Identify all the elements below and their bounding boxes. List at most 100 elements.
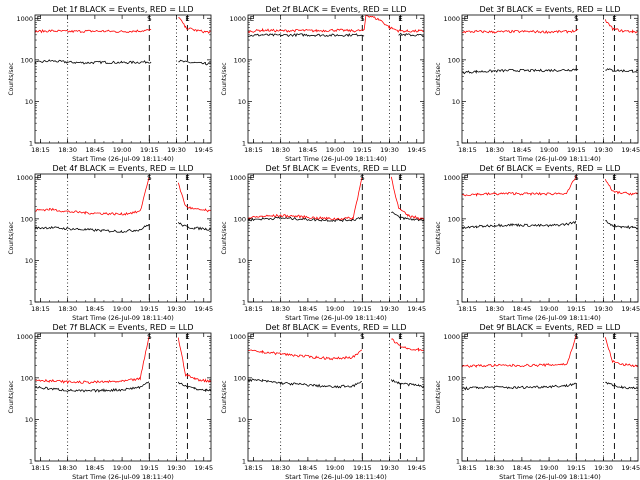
x-tick-label: 18:45 <box>86 305 105 313</box>
x-tick-label: 19:30 <box>167 305 186 313</box>
panel-title: Det 7f BLACK = Events, RED = LLD <box>52 323 193 332</box>
plot-frame <box>461 173 639 303</box>
lld-series-line <box>247 14 425 34</box>
lld-series-line <box>461 175 639 197</box>
start-edge-marker: E <box>464 174 468 182</box>
x-tick-label: 18:15 <box>458 146 477 154</box>
saa-start-marker: S <box>147 333 152 341</box>
detector-panel: Det 3f BLACK = Events, RED = LLD Counts/s… <box>435 5 640 163</box>
x-axis-label: Start Time (26-Jul-09 18:11:40) <box>285 314 387 322</box>
y-tick-label: 1 <box>29 458 33 466</box>
x-tick-label: 19:15 <box>353 464 372 472</box>
y-tick-label: 1000 <box>229 15 246 23</box>
y-tick-label: 100 <box>21 215 33 223</box>
x-tick-label: 19:00 <box>326 464 345 472</box>
x-tick-label: 18:30 <box>485 464 504 472</box>
x-tick-label: 18:30 <box>271 464 290 472</box>
saa-start-marker: S <box>574 333 579 341</box>
x-tick-label: 19:15 <box>140 305 159 313</box>
x-tick-label: 19:30 <box>594 305 613 313</box>
detector-panel: Det 4f BLACK = Events, RED = LLD Counts/s… <box>8 164 213 322</box>
panel-title: Det 5f BLACK = Events, RED = LLD <box>265 164 406 173</box>
x-tick-label: 19:15 <box>353 146 372 154</box>
x-tick-label: 19:15 <box>353 305 372 313</box>
detector-panel: Det 2f BLACK = Events, RED = LLD Counts/s… <box>221 5 426 163</box>
x-axis-label: Start Time (26-Jul-09 18:11:40) <box>499 314 601 322</box>
y-axis-label: Counts/sec <box>221 380 228 413</box>
saa-start-marker: S <box>360 174 365 182</box>
saa-end-marker: E <box>612 333 616 341</box>
y-tick-label: 10 <box>25 257 33 265</box>
x-tick-label: 18:45 <box>513 305 532 313</box>
x-tick-label: 19:00 <box>326 305 345 313</box>
x-tick-label: 19:00 <box>326 146 345 154</box>
x-tick-label: 19:45 <box>407 305 426 313</box>
x-tick-label: 19:15 <box>567 464 586 472</box>
panel-title: Det 1f BLACK = Events, RED = LLD <box>52 5 193 14</box>
x-tick-label: 19:30 <box>594 146 613 154</box>
x-tick-label: 18:30 <box>58 305 77 313</box>
start-edge-marker: E <box>37 333 41 341</box>
x-tick-label: 18:15 <box>244 146 263 154</box>
start-edge-marker: E <box>250 15 254 23</box>
y-tick-label: 1 <box>242 458 246 466</box>
x-tick-label: 19:00 <box>540 305 559 313</box>
y-axis-label: Counts/sec <box>435 380 442 413</box>
y-tick-label: 1 <box>242 140 246 148</box>
saa-start-marker: S <box>574 15 579 23</box>
x-tick-label: 19:00 <box>113 305 132 313</box>
events-series-line <box>461 381 639 391</box>
x-tick-label: 18:15 <box>31 146 50 154</box>
y-tick-label: 100 <box>21 56 33 64</box>
x-tick-label: 18:30 <box>485 305 504 313</box>
y-tick-label: 1000 <box>229 333 246 341</box>
y-tick-label: 1000 <box>16 15 33 23</box>
x-tick-label: 19:00 <box>540 146 559 154</box>
y-tick-label: 100 <box>448 56 460 64</box>
x-tick-label: 19:30 <box>380 464 399 472</box>
start-edge-marker: E <box>250 333 254 341</box>
lld-series-line <box>34 17 212 34</box>
y-tick-label: 100 <box>234 215 246 223</box>
lld-series-line <box>461 19 639 34</box>
x-tick-label: 18:45 <box>86 464 105 472</box>
saa-start-marker: S <box>147 174 152 182</box>
y-tick-label: 10 <box>452 257 460 265</box>
events-series-line <box>247 211 425 223</box>
x-tick-label: 19:45 <box>407 464 426 472</box>
panel-title: Det 6f BLACK = Events, RED = LLD <box>479 164 620 173</box>
plot-frame <box>34 332 212 462</box>
x-tick-label: 18:45 <box>513 464 532 472</box>
detector-panel: Det 7f BLACK = Events, RED = LLD Counts/s… <box>8 323 213 480</box>
x-tick-label: 18:45 <box>299 305 318 313</box>
y-tick-label: 1 <box>456 458 460 466</box>
saa-end-marker: E <box>398 333 402 341</box>
x-tick-label: 19:15 <box>140 464 159 472</box>
x-tick-label: 19:45 <box>621 146 640 154</box>
panel-title: Det 2f BLACK = Events, RED = LLD <box>265 5 406 14</box>
x-tick-label: 19:30 <box>167 146 186 154</box>
panel-title: Det 3f BLACK = Events, RED = LLD <box>479 5 620 14</box>
panel-title: Det 9f BLACK = Events, RED = LLD <box>479 323 620 332</box>
panel-title: Det 8f BLACK = Events, RED = LLD <box>265 323 406 332</box>
x-tick-label: 18:15 <box>458 464 477 472</box>
y-axis-label: Counts/sec <box>221 221 228 254</box>
detector-panel: Det 6f BLACK = Events, RED = LLD Counts/s… <box>435 164 640 322</box>
events-series-line <box>461 220 639 230</box>
x-tick-label: 19:45 <box>194 146 213 154</box>
y-tick-label: 10 <box>452 416 460 424</box>
panel-title: Det 4f BLACK = Events, RED = LLD <box>52 164 193 173</box>
saa-end-marker: E <box>398 174 402 182</box>
x-tick-label: 19:30 <box>167 464 186 472</box>
x-axis-label: Start Time (26-Jul-09 18:11:40) <box>72 473 174 480</box>
detector-panel: Det 8f BLACK = Events, RED = LLD Counts/s… <box>221 323 426 480</box>
y-tick-label: 1000 <box>443 174 460 182</box>
plot-frame <box>247 14 425 144</box>
y-tick-label: 100 <box>21 374 33 382</box>
x-tick-label: 18:45 <box>299 464 318 472</box>
plot-frame <box>461 332 639 462</box>
y-axis-label: Counts/sec <box>8 62 15 95</box>
y-tick-label: 1 <box>456 299 460 307</box>
plot-frame <box>34 14 212 144</box>
